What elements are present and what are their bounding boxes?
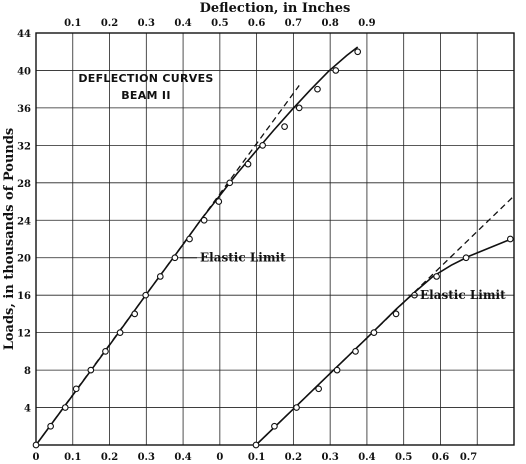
data-point [370, 329, 378, 336]
x-bottom-tick-label: 0.4 [358, 452, 375, 463]
elastic-limit-label-1: Elastic Limit [200, 251, 286, 265]
data-point [61, 404, 69, 411]
deflection-curve-1 [35, 46, 359, 446]
plot-frame [35, 32, 515, 446]
data-point [433, 273, 440, 280]
grid [36, 33, 514, 445]
x-bottom-tick-label: 0.2 [285, 452, 302, 463]
chart-subtitle: BEAM II [121, 89, 170, 102]
x-bottom-tick-label: 0 [216, 452, 223, 463]
x-top-tick-label: 0.6 [248, 18, 265, 29]
y-tick-label: 24 [17, 216, 31, 227]
y-tick-label: 20 [17, 254, 31, 265]
x-bottom-tick-label: 0.5 [395, 452, 412, 463]
data-point [116, 329, 124, 336]
data-point [186, 235, 193, 243]
data-point [226, 179, 234, 187]
data-point [462, 254, 470, 262]
y-tick-label: 36 [17, 104, 31, 115]
data-point [352, 348, 359, 355]
data-point [142, 291, 150, 299]
series [32, 46, 515, 449]
y-tick-label: 44 [17, 29, 31, 40]
x-bottom-tick-label: 0.1 [64, 452, 81, 463]
x-top-tick-label: 0.1 [64, 18, 81, 29]
data-point [293, 404, 300, 411]
x-bottom-tick-label: 0 [33, 452, 40, 463]
y-tick-label: 40 [17, 66, 31, 77]
data-point [314, 85, 321, 93]
y-tick-label: 32 [17, 141, 31, 152]
x-top-tick-label: 0.7 [285, 18, 302, 29]
x-bottom-tick-label: 0.6 [432, 452, 449, 463]
annotations: Elastic Limit Elastic Limit [180, 251, 506, 302]
data-point [332, 67, 340, 74]
y-tick-label: 16 [17, 291, 31, 302]
y-tick-label: 12 [17, 329, 31, 340]
data-point [102, 348, 109, 355]
x-bottom-tick-label: 0.2 [101, 452, 118, 463]
x-top-tick-label: 0.9 [358, 18, 375, 29]
data-point [333, 366, 341, 374]
x-top-tick-label: 0.8 [321, 18, 338, 29]
elastic-limit-label-2: Elastic Limit [420, 288, 506, 302]
x-bottom-tick-label: 0.3 [138, 452, 155, 463]
data-point [32, 441, 40, 449]
data-point [295, 104, 303, 112]
data-point [72, 385, 80, 393]
data-point [281, 123, 288, 130]
data-point [87, 366, 95, 374]
deflection-curve-2 [255, 238, 515, 446]
x-top-tick-label: 0.3 [138, 18, 155, 29]
data-point [315, 385, 323, 393]
chart-title: DEFLECTION CURVES [78, 72, 213, 85]
data-point [200, 216, 208, 224]
data-point [171, 254, 179, 262]
data-point [392, 310, 400, 318]
x-top-tick-label: 0.5 [211, 18, 228, 29]
data-point [131, 310, 139, 318]
x-bottom-tick-label: 0.7 [460, 452, 477, 463]
data-point [156, 273, 164, 280]
x-bottom-tick-label: 0.3 [321, 452, 338, 463]
data-point [354, 48, 362, 56]
tick-labels: 4 8 12 16 20 24 28 32 36 40 44 0.1 0.2 0.3 0.4 0.5 0.6 0.… [17, 18, 477, 463]
top-axis-title: Deflection, in Inches [200, 1, 351, 16]
x-top-tick-label: 0.2 [101, 18, 118, 29]
data-point [47, 422, 54, 430]
data-point [271, 422, 278, 430]
data-point [244, 160, 252, 168]
x-top-tick-label: 0.4 [174, 18, 191, 29]
y-tick-label: 28 [17, 179, 31, 190]
data-point [215, 198, 223, 205]
y-tick-label: 4 [24, 404, 31, 415]
data-point [506, 235, 514, 243]
y-tick-label: 8 [24, 366, 31, 377]
data-point [259, 142, 266, 149]
data-point [252, 441, 260, 449]
x-bottom-tick-label: 0.4 [174, 452, 191, 463]
y-axis-title: Loads, in thousands of Pounds [2, 128, 17, 351]
x-bottom-tick-label: 0.1 [248, 452, 265, 463]
